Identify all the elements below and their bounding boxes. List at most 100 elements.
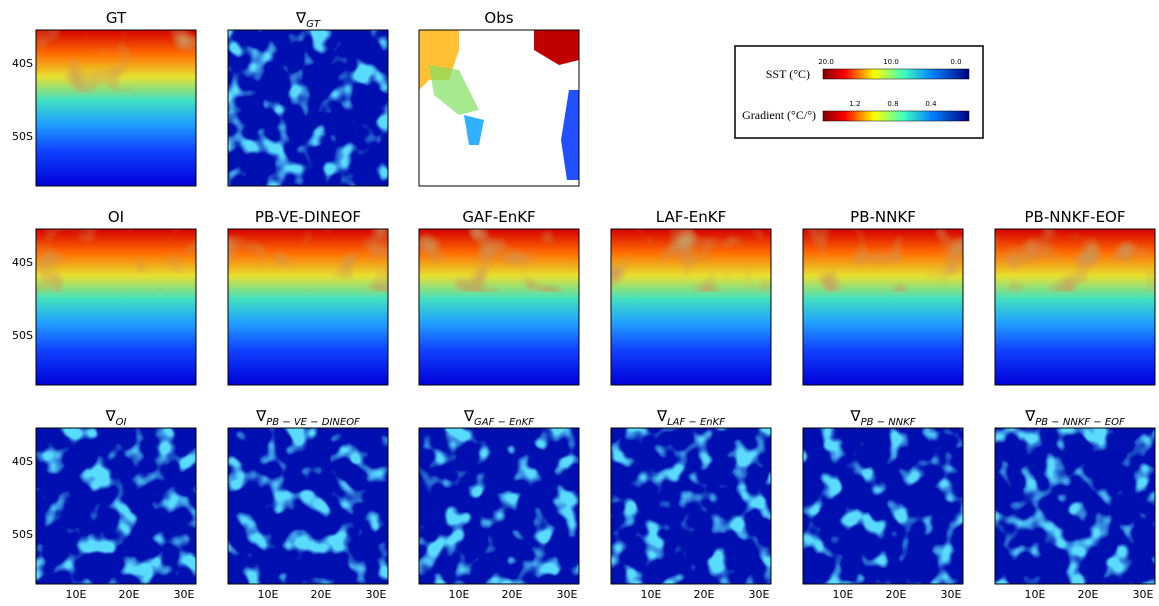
panel: GT 40S 50S [12, 9, 197, 187]
heatmap-texture [36, 229, 196, 292]
legend-label: SST (°C) [766, 67, 810, 81]
x-tick-label: 30E [174, 588, 195, 601]
heatmap-texture [36, 30, 196, 93]
x-tick-label: 20E [311, 588, 332, 601]
panel-frame [227, 29, 389, 187]
x-tick-label: 10E [258, 588, 279, 601]
y-tick-label: 50S [12, 329, 33, 342]
y-tick-label: 40S [12, 57, 33, 70]
title-text: GT [106, 9, 127, 27]
panel-title: ∇PB − NNKF [850, 407, 916, 428]
panel-title: ∇LAF − EnKF [656, 407, 725, 428]
panel-frame [418, 427, 580, 585]
heatmap-texture [36, 428, 196, 584]
heatmap-texture [228, 30, 388, 186]
obs-patch [429, 65, 479, 115]
panel: LAF-EnKF [610, 208, 772, 386]
colorbar-tick: 1.2 [849, 100, 860, 108]
panel: Obs [418, 9, 580, 187]
title-text: ∇ [255, 407, 267, 425]
x-tick-label: 10E [449, 588, 470, 601]
title-text: ∇ [1024, 407, 1036, 425]
title-text: ∇ [295, 9, 307, 27]
panel-title: PB-VE-DINEOF [255, 208, 361, 226]
panel-title: ∇PB − VE − DINEOF [255, 407, 360, 428]
panel-frame [227, 228, 389, 386]
title-text: ∇ [463, 407, 475, 425]
x-tick-label: 30E [366, 588, 387, 601]
panel-frame [227, 427, 389, 585]
heatmap-texture [803, 229, 963, 292]
x-tick-label: 10E [66, 588, 87, 601]
colorbar-tick: 0.0 [950, 58, 961, 66]
panel-frame [994, 427, 1156, 585]
colorbar-tick: 0.4 [925, 100, 937, 108]
panel: ∇PB − NNKF 10E 20E 30E [802, 407, 964, 601]
x-tick-label: 30E [749, 588, 770, 601]
panel-title: ∇OI [105, 407, 127, 428]
title-text: Obs [484, 9, 513, 27]
legend: SST (°C) 20.0 10.0 0.0 Gradient (°C/°) 1… [734, 45, 984, 139]
panel-frame [994, 228, 1156, 386]
y-tick-label: 40S [12, 256, 33, 269]
heatmap-texture [611, 428, 771, 584]
heatmap-texture [419, 229, 579, 292]
panel-title: Obs [484, 9, 513, 27]
colorbar [822, 110, 970, 122]
obs-patch [534, 30, 579, 65]
panel-title: GT [106, 9, 127, 27]
title-subscript: PB − NNKF − EOF [1035, 417, 1125, 428]
panel: ∇GT [227, 9, 389, 187]
heatmap-texture [803, 428, 963, 584]
y-tick-label: 40S [12, 455, 33, 468]
title-text: PB-NNKF [850, 208, 916, 226]
title-subscript: LAF − EnKF [667, 417, 725, 428]
panel: ∇GAF − EnKF 10E 20E 30E [418, 407, 580, 601]
panel-frame [802, 427, 964, 585]
panel-frame [35, 427, 197, 585]
title-text: ∇ [850, 407, 862, 425]
x-tick-label: 20E [886, 588, 907, 601]
colorbar-tick: 10.0 [883, 58, 899, 66]
panel-title: ∇GT [295, 9, 321, 30]
panel-frame [418, 29, 580, 187]
title-text: GAF-EnKF [462, 208, 535, 226]
title-text: PB-VE-DINEOF [255, 208, 361, 226]
title-text: PB-NNKF-EOF [1025, 208, 1126, 226]
y-tick-label: 50S [12, 130, 33, 143]
obs-patch [561, 90, 579, 180]
obs-patch [464, 115, 484, 145]
title-text: OI [108, 208, 124, 226]
title-subscript: PB − NNKF [861, 417, 916, 428]
x-tick-label: 10E [1025, 588, 1046, 601]
x-tick-label: 10E [641, 588, 662, 601]
panel-title: ∇PB − NNKF − EOF [1024, 407, 1125, 428]
heatmap-texture [419, 428, 579, 584]
x-tick-label: 30E [1133, 588, 1154, 601]
panel-title: PB-NNKF [850, 208, 916, 226]
title-text: ∇ [656, 407, 668, 425]
title-text: ∇ [105, 407, 117, 425]
x-tick-label: 30E [941, 588, 962, 601]
colorbar [822, 68, 970, 80]
panel: ∇PB − VE − DINEOF 10E 20E 30E [227, 407, 389, 601]
x-tick-label: 30E [557, 588, 578, 601]
heatmap-texture [228, 229, 388, 292]
panel: PB-NNKF-EOF [994, 208, 1156, 386]
panel: ∇PB − NNKF − EOF 10E 20E 30E [994, 407, 1156, 601]
panel-title: PB-NNKF-EOF [1025, 208, 1126, 226]
panel-frame [802, 228, 964, 386]
legend-label: Gradient (°C/°) [742, 108, 816, 122]
panel: PB-NNKF [802, 208, 964, 386]
y-tick-label: 50S [12, 528, 33, 541]
title-subscript: GT [306, 19, 321, 30]
heatmap-texture [995, 428, 1155, 584]
colorbar-tick: 20.0 [818, 58, 834, 66]
panel-frame [418, 228, 580, 386]
panel: OI 40S 50S [12, 208, 197, 386]
panel-frame [610, 228, 772, 386]
panel: ∇LAF − EnKF 10E 20E 30E [610, 407, 772, 601]
panel-title: ∇GAF − EnKF [463, 407, 534, 428]
panel: ∇OI 40S 50S 10E 20E 30E [12, 407, 197, 601]
